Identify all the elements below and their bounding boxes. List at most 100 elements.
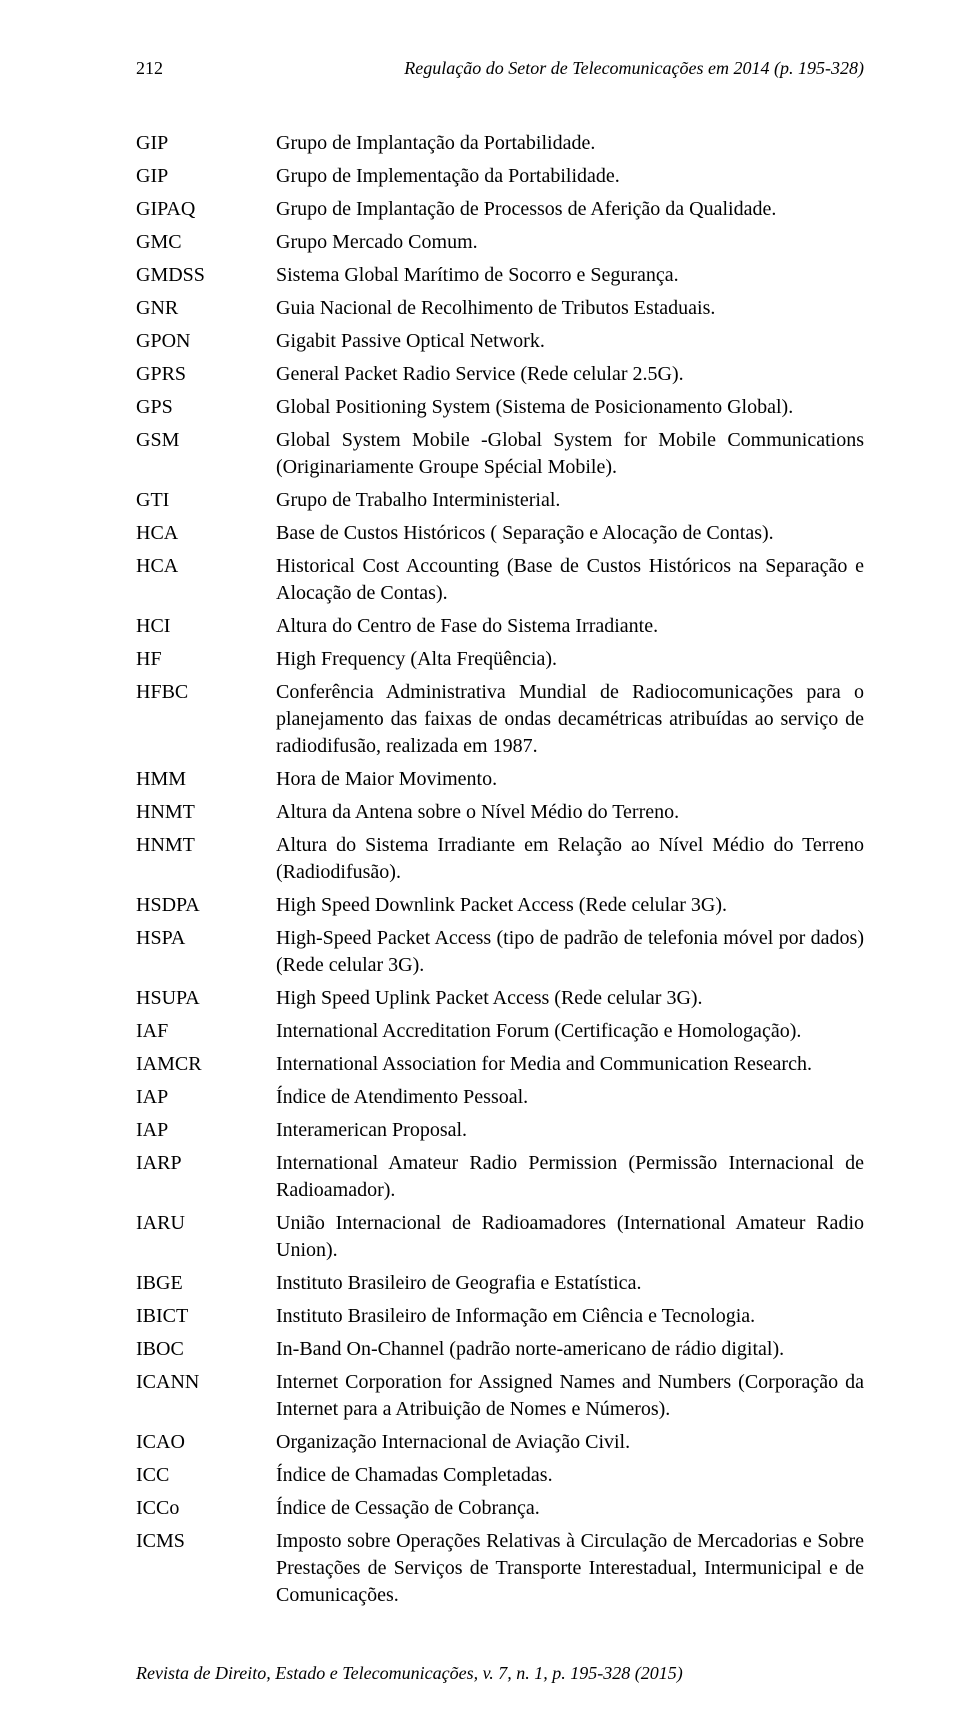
glossary-row: GMDSSSistema Global Marítimo de Socorro … <box>136 259 864 292</box>
glossary-row: IAMCRInternational Association for Media… <box>136 1048 864 1081</box>
glossary-row: GPRSGeneral Packet Radio Service (Rede c… <box>136 358 864 391</box>
glossary-row: HSPAHigh-Speed Packet Access (tipo de pa… <box>136 922 864 982</box>
glossary-acronym: IAP <box>136 1081 276 1114</box>
glossary-row: GPONGigabit Passive Optical Network. <box>136 325 864 358</box>
glossary-row: HFBCConferência Administrativa Mundial d… <box>136 676 864 763</box>
glossary-definition: Índice de Atendimento Pessoal. <box>276 1081 864 1114</box>
glossary-acronym: HNMT <box>136 796 276 829</box>
glossary-acronym: GSM <box>136 424 276 484</box>
glossary-row: HCABase de Custos Históricos ( Separação… <box>136 517 864 550</box>
glossary-row: ICCoÍndice de Cessação de Cobrança. <box>136 1492 864 1525</box>
glossary-acronym: GIPAQ <box>136 193 276 226</box>
glossary-definition: Índice de Cessação de Cobrança. <box>276 1492 864 1525</box>
glossary-definition: Grupo Mercado Comum. <box>276 226 864 259</box>
glossary-definition: Altura do Centro de Fase do Sistema Irra… <box>276 610 864 643</box>
glossary-definition: High Frequency (Alta Freqüência). <box>276 643 864 676</box>
glossary-acronym: GPS <box>136 391 276 424</box>
glossary-acronym: ICANN <box>136 1366 276 1426</box>
glossary-acronym: HCI <box>136 610 276 643</box>
glossary-definition: Instituto Brasileiro de Geografia e Esta… <box>276 1267 864 1300</box>
glossary-acronym: HMM <box>136 763 276 796</box>
glossary-acronym: HSUPA <box>136 982 276 1015</box>
glossary-definition: Sistema Global Marítimo de Socorro e Seg… <box>276 259 864 292</box>
glossary-definition: União Internacional de Radioamadores (In… <box>276 1207 864 1267</box>
glossary-acronym: ICCo <box>136 1492 276 1525</box>
glossary-row: HSDPAHigh Speed Downlink Packet Access (… <box>136 889 864 922</box>
running-title: Regulação do Setor de Telecomunicações e… <box>404 58 864 79</box>
glossary-row: ICCÍndice de Chamadas Completadas. <box>136 1459 864 1492</box>
glossary-acronym: IBICT <box>136 1300 276 1333</box>
glossary-definition: High Speed Uplink Packet Access (Rede ce… <box>276 982 864 1015</box>
glossary-acronym: GIP <box>136 160 276 193</box>
page: 212 Regulação do Setor de Telecomunicaçõ… <box>0 0 960 1730</box>
glossary-row: IARUUnião Internacional de Radioamadores… <box>136 1207 864 1267</box>
glossary-table: GIPGrupo de Implantação da Portabilidade… <box>136 127 864 1612</box>
glossary-acronym: HCA <box>136 517 276 550</box>
glossary-definition: Base de Custos Históricos ( Separação e … <box>276 517 864 550</box>
glossary-definition: General Packet Radio Service (Rede celul… <box>276 358 864 391</box>
glossary-row: IAPInteramerican Proposal. <box>136 1114 864 1147</box>
glossary-definition: Grupo de Implantação de Processos de Afe… <box>276 193 864 226</box>
glossary-acronym: IARP <box>136 1147 276 1207</box>
glossary-acronym: IBGE <box>136 1267 276 1300</box>
glossary-acronym: GIP <box>136 127 276 160</box>
glossary-acronym: ICMS <box>136 1525 276 1612</box>
running-header: 212 Regulação do Setor de Telecomunicaçõ… <box>136 58 864 79</box>
glossary-row: IBGEInstituto Brasileiro de Geografia e … <box>136 1267 864 1300</box>
glossary-definition: Global System Mobile -Global System for … <box>276 424 864 484</box>
glossary-acronym: HF <box>136 643 276 676</box>
glossary-row: IAPÍndice de Atendimento Pessoal. <box>136 1081 864 1114</box>
glossary-definition: Interamerican Proposal. <box>276 1114 864 1147</box>
glossary-definition: International Association for Media and … <box>276 1048 864 1081</box>
page-number: 212 <box>136 58 163 79</box>
glossary-row: GNRGuia Nacional de Recolhimento de Trib… <box>136 292 864 325</box>
glossary-row: HFHigh Frequency (Alta Freqüência). <box>136 643 864 676</box>
glossary-row: GIPGrupo de Implementação da Portabilida… <box>136 160 864 193</box>
glossary-row: GIPAQGrupo de Implantação de Processos d… <box>136 193 864 226</box>
glossary-definition: Instituto Brasileiro de Informação em Ci… <box>276 1300 864 1333</box>
glossary-acronym: IAP <box>136 1114 276 1147</box>
glossary-row: HSUPAHigh Speed Uplink Packet Access (Re… <box>136 982 864 1015</box>
glossary-acronym: IAMCR <box>136 1048 276 1081</box>
glossary-acronym: ICC <box>136 1459 276 1492</box>
glossary-acronym: HFBC <box>136 676 276 763</box>
glossary-definition: Grupo de Trabalho Interministerial. <box>276 484 864 517</box>
glossary-acronym: GMC <box>136 226 276 259</box>
glossary-definition: Imposto sobre Operações Relativas à Circ… <box>276 1525 864 1612</box>
glossary-row: GTIGrupo de Trabalho Interministerial. <box>136 484 864 517</box>
glossary-acronym: GMDSS <box>136 259 276 292</box>
glossary-row: ICMSImposto sobre Operações Relativas à … <box>136 1525 864 1612</box>
glossary-row: GSMGlobal System Mobile -Global System f… <box>136 424 864 484</box>
glossary-acronym: HSPA <box>136 922 276 982</box>
glossary-acronym: HNMT <box>136 829 276 889</box>
glossary-row: HCIAltura do Centro de Fase do Sistema I… <box>136 610 864 643</box>
glossary-row: GIPGrupo de Implantação da Portabilidade… <box>136 127 864 160</box>
glossary-row: GMCGrupo Mercado Comum. <box>136 226 864 259</box>
glossary-acronym: HCA <box>136 550 276 610</box>
glossary-row: HNMTAltura da Antena sobre o Nível Médio… <box>136 796 864 829</box>
glossary-definition: Organização Internacional de Aviação Civ… <box>276 1426 864 1459</box>
glossary-definition: Guia Nacional de Recolhimento de Tributo… <box>276 292 864 325</box>
glossary-acronym: GNR <box>136 292 276 325</box>
glossary-row: HMMHora de Maior Movimento. <box>136 763 864 796</box>
glossary-definition: Historical Cost Accounting (Base de Cust… <box>276 550 864 610</box>
glossary-acronym: GPON <box>136 325 276 358</box>
glossary-definition: Índice de Chamadas Completadas. <box>276 1459 864 1492</box>
glossary-row: ICAOOrganização Internacional de Aviação… <box>136 1426 864 1459</box>
glossary-definition: Gigabit Passive Optical Network. <box>276 325 864 358</box>
glossary-row: IARPInternational Amateur Radio Permissi… <box>136 1147 864 1207</box>
glossary-acronym: IAF <box>136 1015 276 1048</box>
glossary-acronym: HSDPA <box>136 889 276 922</box>
glossary-definition: Internet Corporation for Assigned Names … <box>276 1366 864 1426</box>
glossary-definition: High Speed Downlink Packet Access (Rede … <box>276 889 864 922</box>
glossary-acronym: IARU <box>136 1207 276 1267</box>
glossary-acronym: IBOC <box>136 1333 276 1366</box>
glossary-definition: Altura da Antena sobre o Nível Médio do … <box>276 796 864 829</box>
glossary-definition: Hora de Maior Movimento. <box>276 763 864 796</box>
glossary-acronym: GPRS <box>136 358 276 391</box>
glossary-definition: International Accreditation Forum (Certi… <box>276 1015 864 1048</box>
glossary-definition: In-Band On-Channel (padrão norte-america… <box>276 1333 864 1366</box>
glossary-row: IAFInternational Accreditation Forum (Ce… <box>136 1015 864 1048</box>
glossary-row: IBICTInstituto Brasileiro de Informação … <box>136 1300 864 1333</box>
glossary-definition: Conferência Administrativa Mundial de Ra… <box>276 676 864 763</box>
